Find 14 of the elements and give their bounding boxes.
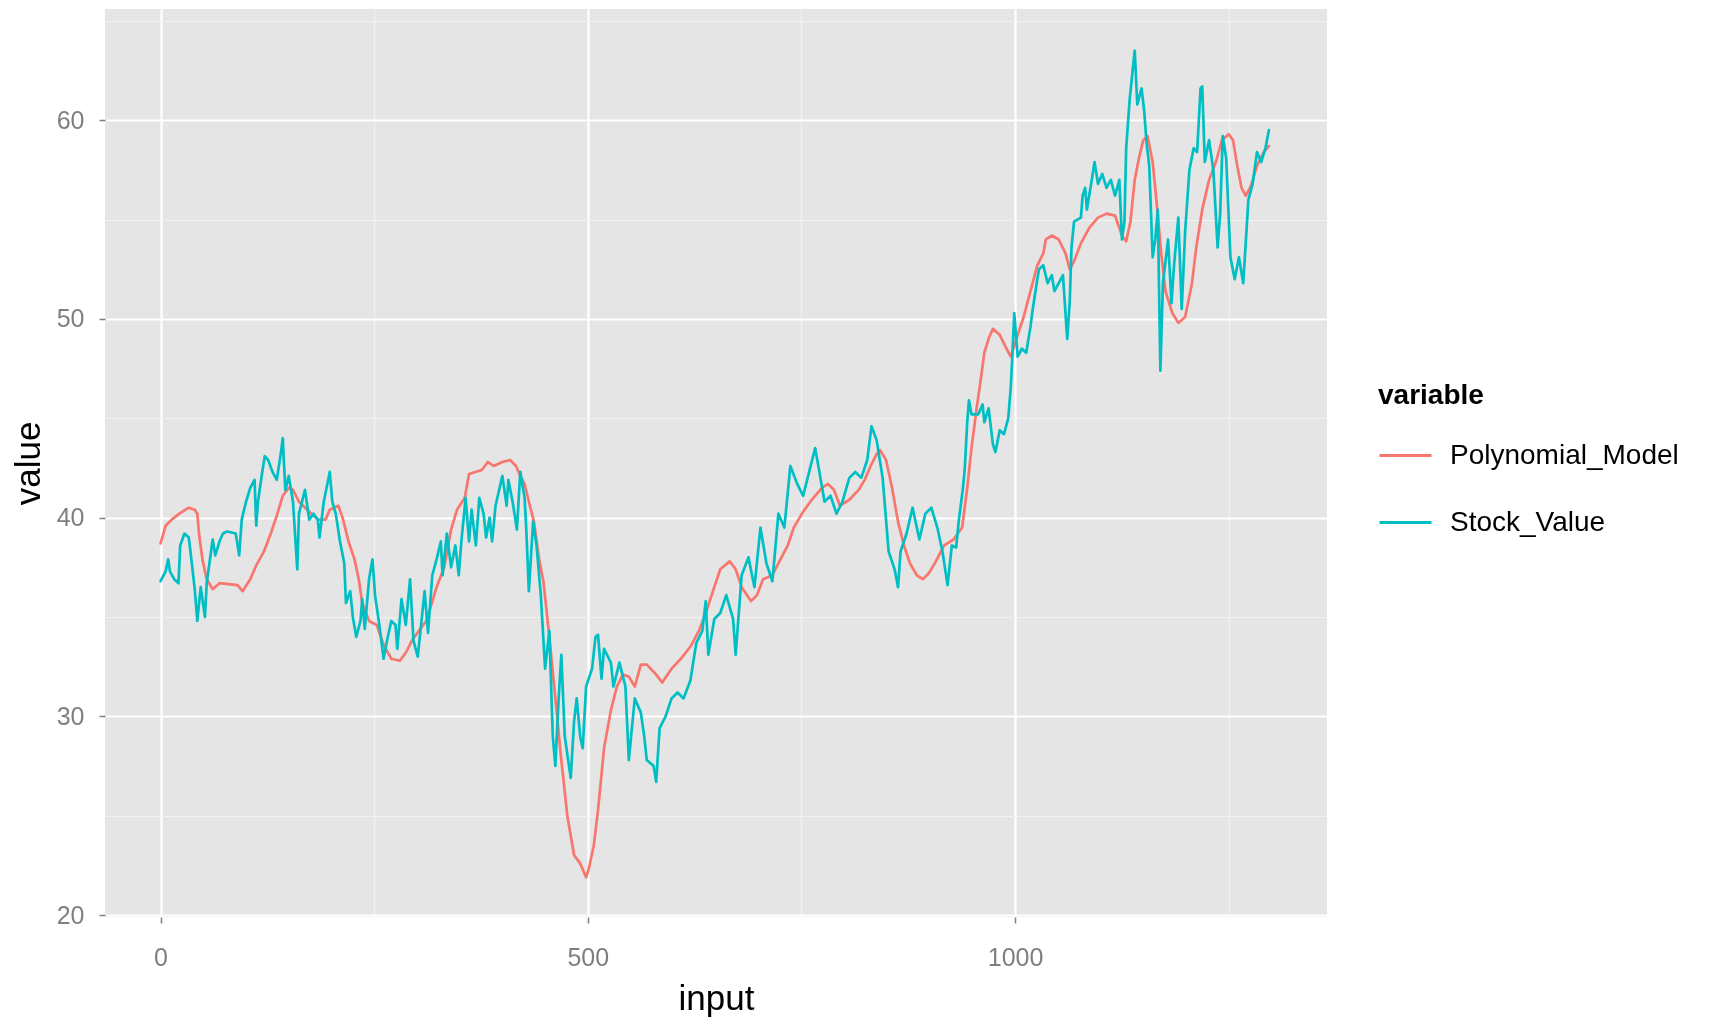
y-tick-label: 60 <box>56 105 85 134</box>
y-tick-label: 30 <box>56 701 85 730</box>
y-tick-label: 20 <box>56 900 85 929</box>
y-tick-label: 40 <box>56 503 85 532</box>
line-series <box>159 49 1271 784</box>
legend-label: Polynomial_Model <box>1450 438 1679 470</box>
legend-title: variable <box>1378 379 1484 410</box>
x-tick-label: 1000 <box>987 942 1044 971</box>
x-tick-label: 0 <box>154 942 168 971</box>
y-tick-label: 50 <box>56 304 85 333</box>
x-tick-label: 500 <box>567 942 610 971</box>
y-axis-title: value <box>7 421 47 506</box>
x-axis-title: input <box>678 977 755 1017</box>
legend-label: Stock_Value <box>1450 505 1606 537</box>
